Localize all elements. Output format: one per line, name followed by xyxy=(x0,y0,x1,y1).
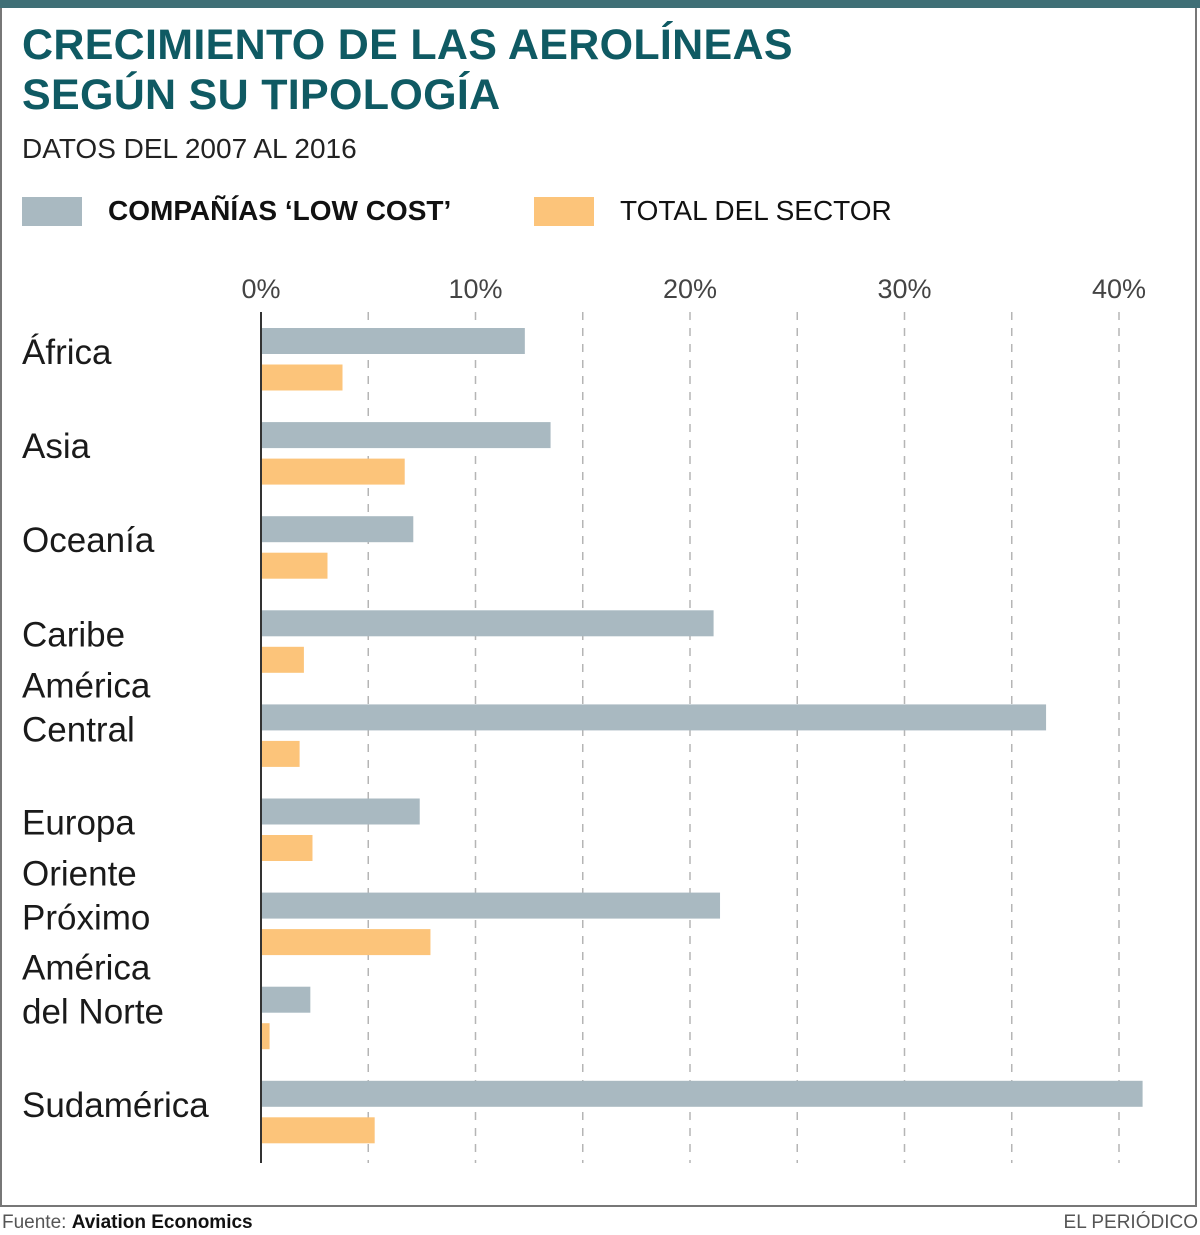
bar-low-cost xyxy=(261,798,420,825)
x-tick-label: 20% xyxy=(663,274,717,304)
bar-low-cost xyxy=(261,328,525,354)
category-label: Europa xyxy=(22,804,135,843)
x-tick-label: 0% xyxy=(241,274,280,304)
chart-subtitle: DATOS DEL 2007 AL 2016 xyxy=(22,133,357,164)
bar-total xyxy=(261,364,343,391)
bar-total xyxy=(261,835,313,861)
category-label: Caribe xyxy=(22,615,125,654)
bar-low-cost xyxy=(261,422,551,449)
bar-low-cost xyxy=(261,892,721,919)
bar-low-cost xyxy=(261,704,1047,731)
category-label: América del Norte xyxy=(22,949,164,1032)
x-tick-label: 30% xyxy=(877,274,931,304)
legend-label-total: TOTAL DEL SECTOR xyxy=(620,195,892,226)
bar-low-cost xyxy=(261,986,311,1013)
category-label: Oceanía xyxy=(22,521,155,560)
x-tick-label: 10% xyxy=(448,274,502,304)
source-note: Fuente: Aviation Economics xyxy=(2,1212,253,1234)
bar-total xyxy=(261,458,405,485)
chart-frame xyxy=(0,8,1197,1207)
bar-total xyxy=(261,929,431,956)
category-label: Asia xyxy=(22,427,91,466)
legend-swatch-total xyxy=(534,196,594,226)
legend-label-low-cost: COMPAÑÍAS ‘LOW COST’ xyxy=(108,195,452,226)
bar-total xyxy=(261,1117,375,1144)
legend-swatch-low-cost xyxy=(22,196,82,226)
bar-total xyxy=(261,740,300,767)
legend-item-total: TOTAL DEL SECTOR xyxy=(534,195,892,226)
x-tick-label: 40% xyxy=(1092,274,1146,304)
chart-title: CRECIMIENTO DE LAS AEROLÍNEAS SEGÚN SU T… xyxy=(22,21,793,119)
bar-low-cost xyxy=(261,1080,1143,1107)
source-name: Aviation Economics xyxy=(71,1212,253,1233)
publisher-credit: EL PERIÓDICO xyxy=(1063,1212,1198,1233)
category-label: Oriente Próximo xyxy=(22,855,150,938)
bar-total xyxy=(261,646,304,673)
category-label: Sudamérica xyxy=(22,1086,209,1125)
category-label: África xyxy=(22,333,112,372)
category-label: América Central xyxy=(22,666,151,749)
bar-total xyxy=(261,552,328,579)
bar-total xyxy=(261,1023,270,1050)
bar-low-cost xyxy=(261,610,714,637)
top-accent-bar xyxy=(0,0,1200,8)
legend-item-low-cost: COMPAÑÍAS ‘LOW COST’ xyxy=(22,195,452,226)
bar-low-cost xyxy=(261,516,414,543)
source-label: Fuente: xyxy=(2,1212,67,1233)
